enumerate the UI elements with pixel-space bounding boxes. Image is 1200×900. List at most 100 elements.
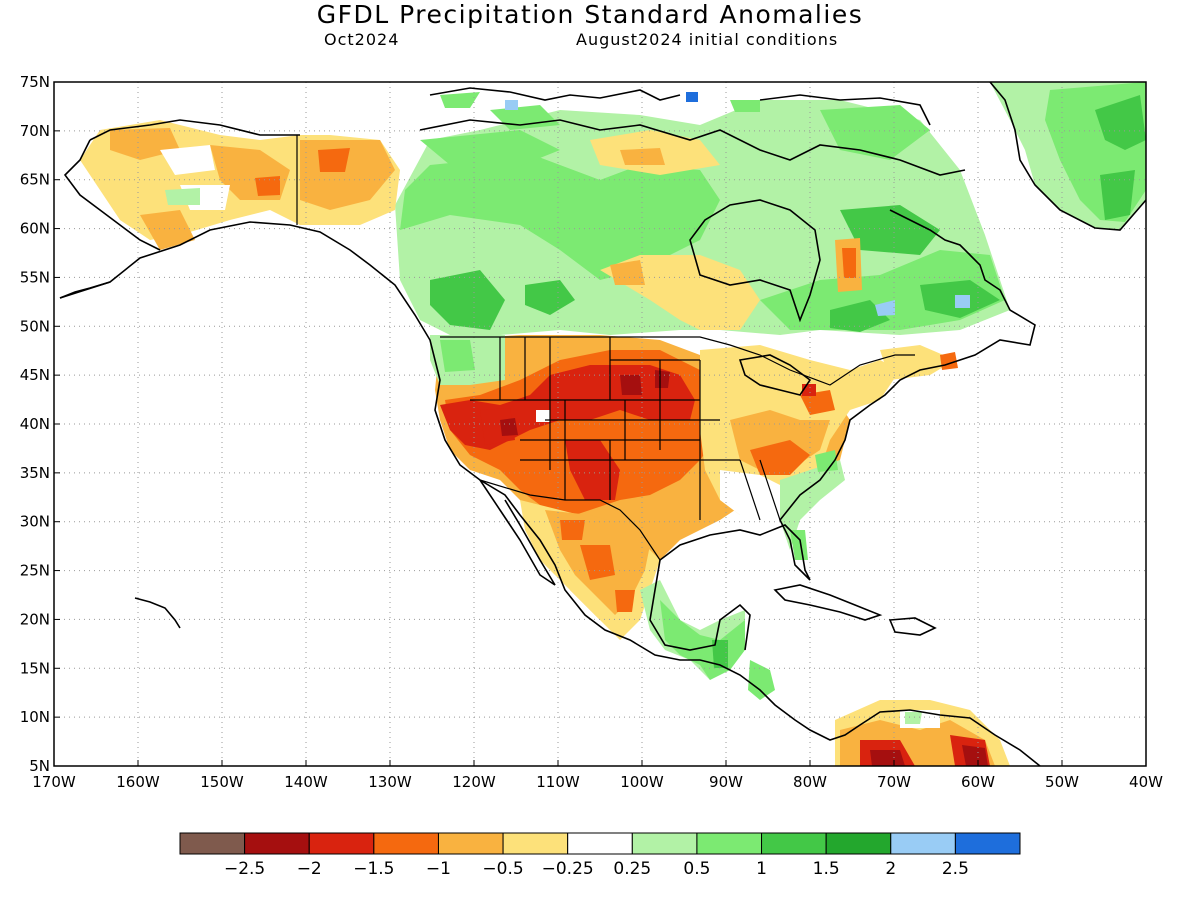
lat-tick-label: 45N (20, 366, 50, 384)
us-white-spot (536, 410, 550, 422)
lat-tick-label: 40N (20, 415, 50, 433)
lon-tick-label: 60W (961, 773, 995, 791)
lon-tick-label: 70W (877, 773, 911, 791)
colorbar-label: −0.5 (482, 859, 523, 879)
gulf-coast (659, 209, 1036, 581)
lon-tick-label: 120W (452, 773, 496, 791)
us-dry-strong-3 (480, 408, 515, 445)
lon-tick-label: 100W (620, 773, 664, 791)
canada-dry-north-core (620, 148, 665, 165)
arctic-blue-2 (686, 92, 698, 102)
coastlines (59, 82, 1146, 766)
mid-atlantic-wet (815, 450, 838, 472)
greenland-coast (989, 82, 1146, 231)
colorbar-swatch (567, 832, 633, 855)
northwest-wet-2 (440, 340, 475, 372)
yukon-dry-core (318, 148, 350, 172)
hudson-wet (840, 205, 940, 255)
colorbar-swatch (761, 832, 827, 855)
arctic-islands-2 (419, 119, 966, 176)
lat-tick-label: 75N (20, 73, 50, 91)
colorbar-swatch (696, 832, 763, 855)
hawaii (134, 597, 181, 629)
colorbar-swatch (244, 832, 310, 855)
colorbar-swatch (631, 832, 698, 855)
lat-tick-label: 55N (20, 268, 50, 286)
hudson-bay (689, 199, 821, 323)
colorbar-swatch (373, 832, 439, 855)
colorbar-label: −0.25 (542, 859, 594, 879)
alaska-dry-core (255, 176, 280, 196)
cuba (773, 584, 883, 621)
colorbar-swatch (437, 832, 504, 855)
lon-tick-label: 130W (368, 773, 412, 791)
arctic-islands-1 (429, 87, 681, 101)
colorbar-label: 1.5 (813, 859, 840, 879)
lon-tick-label: 170W (32, 773, 76, 791)
colorbar: −2.5 −2 −1.5 −1 −0.5 −0.25 0.25 0.5 1 1.5 2 2.5 (179, 832, 1021, 879)
colorbar-label: 2 (885, 859, 896, 879)
quebec-blue-2 (955, 295, 970, 308)
alaska-north-coast (89, 119, 300, 141)
canada-wet-mid (400, 150, 720, 280)
greenland-wet-2 (1095, 95, 1146, 150)
lat-tick-label: 15N (20, 659, 50, 677)
colorbar-swatch (502, 832, 569, 855)
lat-tick-label: 60N (20, 220, 50, 238)
colorbar-label: −2 (297, 859, 322, 879)
us-dry-strong-2 (565, 440, 620, 500)
lon-tick-label: 140W (284, 773, 328, 791)
mexico-east-coast (649, 559, 751, 651)
mexico-dry-core-2 (615, 590, 635, 612)
us-canada-border (440, 336, 915, 386)
ohio-dry (750, 440, 810, 475)
north-america-coast (59, 221, 1041, 766)
mexico-dry-core-1 (580, 545, 615, 580)
colorbar-swatch (890, 832, 956, 855)
colorbar-swatch (308, 832, 375, 855)
lat-tick-label: 25N (20, 562, 50, 580)
lat-tick-label: 50N (20, 317, 50, 335)
us-dry-extreme-1 (500, 418, 518, 436)
lat-tick-label: 20N (20, 610, 50, 628)
new-england-dry (880, 345, 955, 380)
great-lakes (738, 354, 812, 396)
forecast-month: Oct2024 (324, 30, 400, 49)
map-title: GFDL Precipitation Standard Anomalies (316, 0, 864, 29)
baja-california (479, 479, 556, 586)
guyana-dry-extreme (962, 745, 988, 766)
us-dry-extreme-3 (655, 370, 670, 388)
colorbar-label: 2.5 (942, 859, 969, 879)
southeast-wet (780, 460, 845, 550)
us-mexico-border (479, 479, 661, 561)
canada-wet-bc (525, 280, 575, 315)
lat-tick-label: 5N (29, 757, 50, 775)
colorbar-label: −1.5 (353, 859, 394, 879)
lon-tick-label: 50W (1045, 773, 1079, 791)
lat-tick-label: 10N (20, 708, 50, 726)
florida-wet (790, 530, 808, 560)
arctic-wet-1 (440, 92, 480, 108)
alaska-west-coast (63, 139, 161, 251)
colombia-wet (905, 712, 922, 724)
baffin-wet (820, 105, 930, 160)
venezuela-dry-extreme (870, 750, 905, 766)
hispaniola (888, 617, 937, 636)
penn-dry (800, 390, 835, 415)
central-america-wet-2 (748, 660, 775, 700)
lon-tick-label: 160W (116, 773, 160, 791)
yucatan-wet (712, 640, 728, 668)
canada-wet-north (420, 130, 560, 170)
colorbar-label: 1 (756, 859, 767, 879)
lon-tick-label: 110W (536, 773, 580, 791)
arctic-wet-2 (730, 100, 760, 112)
colorbar-swatch (825, 832, 892, 855)
lon-tick-label: 80W (793, 773, 827, 791)
colorbar-label: −2.5 (224, 859, 265, 879)
lat-tick-label: 70N (20, 122, 50, 140)
canada-dry-spot (610, 260, 645, 285)
state-lines-2 (470, 359, 781, 521)
labrador-dry-core (842, 248, 856, 278)
colorbar-swatch (954, 832, 1021, 855)
